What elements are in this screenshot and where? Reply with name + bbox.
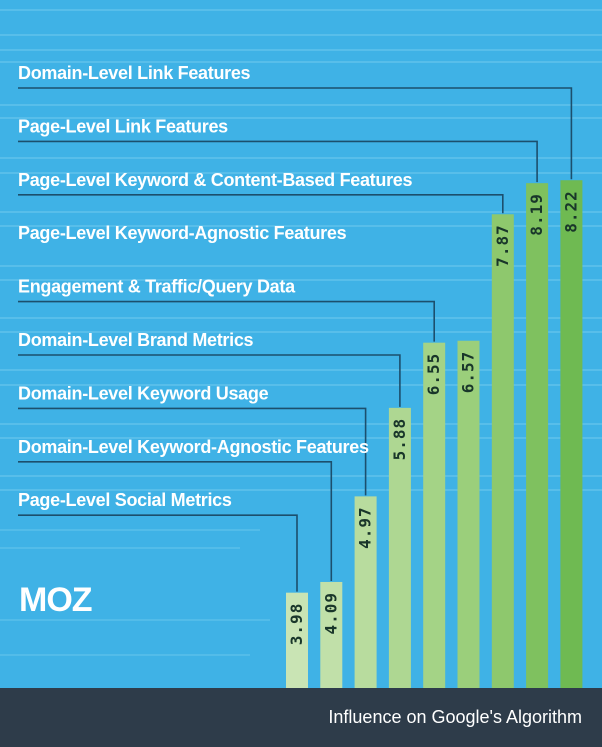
bar (560, 180, 582, 688)
bar-value-label: 4.97 (356, 506, 375, 549)
connector-line (18, 195, 503, 213)
category-label: Page-Level Keyword & Content-Based Featu… (18, 170, 412, 190)
category-label: Domain-Level Brand Metrics (18, 330, 254, 350)
bar-value-label: 3.98 (287, 603, 306, 646)
category-label: Engagement & Traffic/Query Data (18, 277, 296, 297)
bar (492, 214, 514, 688)
bar-value-label: 8.19 (527, 193, 546, 236)
bar-value-label: 5.88 (390, 418, 409, 461)
connector-line (18, 462, 331, 581)
bar-value-label: 6.55 (424, 353, 443, 396)
category-label: Domain-Level Keyword Usage (18, 383, 269, 403)
bar-value-label: 4.09 (321, 592, 340, 635)
chart-area: Page-Level Social Metrics Domain-Level Ke… (0, 0, 602, 747)
bars: 3.98 4.09 4.97 5.88 6.55 6.57 7.87 8.19 8.22 (286, 180, 582, 688)
footer-bar: Influence on Google's Algorithm (0, 688, 602, 747)
category-label: Domain-Level Link Features (18, 63, 251, 83)
category-label: Page-Level Social Metrics (18, 490, 232, 510)
bar-value-label: 7.87 (493, 224, 512, 267)
bar (526, 183, 548, 688)
x-axis-label: Influence on Google's Algorithm (328, 707, 582, 728)
category-labels: Page-Level Social Metrics Domain-Level Ke… (18, 63, 412, 510)
category-label: Page-Level Link Features (18, 116, 228, 136)
moz-logo: MOZ (19, 583, 92, 617)
bar-value-label: 8.22 (561, 190, 580, 233)
category-label: Domain-Level Keyword-Agnostic Features (18, 437, 369, 457)
category-label: Page-Level Keyword-Agnostic Features (18, 223, 347, 243)
bar-value-label: 6.57 (459, 351, 478, 394)
